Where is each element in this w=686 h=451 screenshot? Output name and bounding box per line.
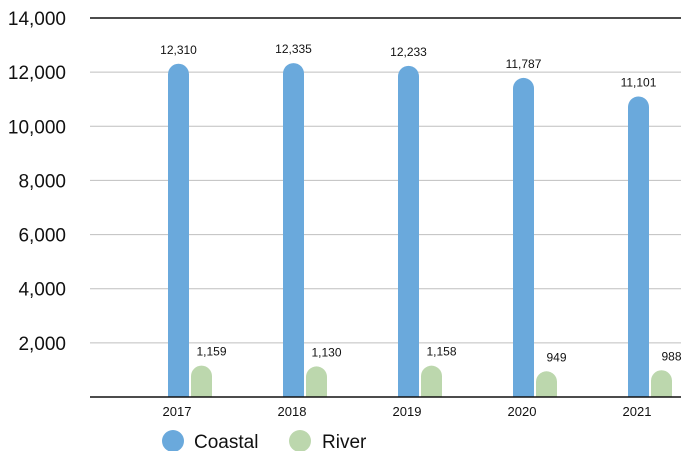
bars: 12,310 12,335 12,233 11,787 11,101 1,159 1,130… bbox=[160, 42, 682, 398]
bar-coastal-2017 bbox=[168, 63, 189, 397]
data-label-coastal-2017: 12,310 bbox=[160, 43, 197, 57]
legend-label-river: River bbox=[322, 432, 367, 451]
legend-marker-river bbox=[289, 430, 311, 451]
legend: Coastal River bbox=[162, 430, 367, 451]
y-tick-label: 8,000 bbox=[18, 171, 66, 192]
bar-river-2021 bbox=[651, 370, 672, 397]
data-label-coastal-2020: 11,787 bbox=[506, 57, 542, 71]
x-tick-label: 2020 bbox=[508, 404, 537, 419]
legend-marker-coastal bbox=[162, 430, 184, 451]
bar-coastal-2020 bbox=[513, 77, 534, 398]
x-tick-label: 2021 bbox=[623, 404, 652, 419]
y-tick-label: 10,000 bbox=[8, 117, 66, 138]
x-tick-label: 2019 bbox=[393, 404, 422, 419]
y-tick-label: 14,000 bbox=[8, 9, 66, 30]
y-tick-label: 4,000 bbox=[18, 280, 66, 301]
bar-coastal-2018 bbox=[283, 63, 304, 398]
bar-river-2019 bbox=[421, 365, 442, 397]
y-tick-label: 12,000 bbox=[8, 63, 66, 84]
y-axis-tick-labels: 2,000 4,000 6,000 8,000 10,000 12,000 14,000 bbox=[8, 9, 66, 355]
bar-river-2018 bbox=[306, 366, 327, 397]
data-label-coastal-2021: 11,101 bbox=[621, 75, 657, 89]
data-label-river-2017: 1,159 bbox=[196, 345, 226, 359]
x-axis-tick-labels: 2017 2018 2019 2020 2021 bbox=[163, 404, 652, 419]
x-tick-label: 2017 bbox=[163, 404, 192, 419]
bar-river-2020 bbox=[536, 371, 557, 397]
data-label-river-2021: 988 bbox=[661, 349, 681, 363]
data-label-river-2020: 949 bbox=[546, 350, 566, 364]
y-tick-label: 2,000 bbox=[18, 334, 66, 355]
bar-river-2017 bbox=[191, 365, 212, 397]
legend-label-coastal: Coastal bbox=[194, 432, 258, 451]
x-tick-label: 2018 bbox=[278, 404, 307, 419]
data-label-coastal-2018: 12,335 bbox=[275, 42, 312, 56]
bar-coastal-2019 bbox=[398, 65, 419, 398]
data-label-river-2019: 1,158 bbox=[426, 345, 456, 359]
data-label-coastal-2019: 12,233 bbox=[390, 45, 427, 59]
bar-coastal-2021 bbox=[628, 96, 649, 397]
y-tick-label: 6,000 bbox=[18, 226, 66, 247]
data-label-river-2018: 1,130 bbox=[311, 345, 341, 359]
